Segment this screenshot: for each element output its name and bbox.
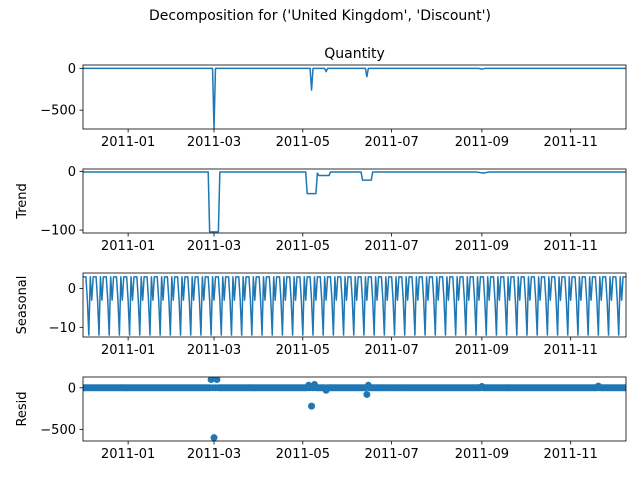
axes-frame <box>82 272 627 338</box>
y-tick-label: 0 <box>68 381 76 396</box>
panel-3: 2011-01 2011-03 2011-05 2011-07 2011-09 2011-… <box>15 272 627 358</box>
x-tick-label: 2011-03 <box>187 447 241 462</box>
x-tick-label: 2011-07 <box>364 135 418 150</box>
panel-title: Quantity <box>324 46 385 62</box>
x-tick-label: 2011-09 <box>455 239 509 254</box>
resid-point <box>622 384 626 392</box>
y-tick-label: −500 <box>40 423 76 438</box>
resid-outlier-point <box>310 380 318 388</box>
plot-area-4 <box>83 377 626 441</box>
axes-frame <box>82 64 627 130</box>
x-tick-label: 2011-05 <box>276 239 330 254</box>
axes-frame <box>82 376 627 442</box>
series-line <box>83 67 626 129</box>
y-tick-label: 0 <box>68 165 76 180</box>
x-tick-label: 2011-07 <box>364 239 418 254</box>
x-tick-label: 2011-05 <box>276 447 330 462</box>
x-tick-label: 2011-07 <box>364 447 418 462</box>
panel-2: 2011-01 2011-03 2011-05 2011-07 2011-09 2011-… <box>15 165 627 254</box>
resid-outlier-point <box>210 434 218 441</box>
x-tick-label: 2011-05 <box>276 135 330 150</box>
x-tick-label: 2011-03 <box>187 239 241 254</box>
plot-area-3 <box>83 276 626 336</box>
x-tick-label: 2011-03 <box>187 135 241 150</box>
x-tick-label: 2011-11 <box>544 135 598 150</box>
axes-frame <box>82 168 627 234</box>
resid-outlier-point <box>305 381 313 389</box>
y-axis-label: Seasonal <box>15 276 30 335</box>
x-tick-label: 2011-01 <box>101 135 155 150</box>
x-tick-label: 2011-09 <box>455 343 509 358</box>
resid-outlier-point <box>594 382 602 390</box>
resid-outlier-point <box>322 386 330 394</box>
resid-outlier-point <box>478 383 486 391</box>
x-tick-label: 2011-11 <box>544 239 598 254</box>
x-tick-label: 2011-11 <box>544 343 598 358</box>
x-tick-label: 2011-07 <box>364 343 418 358</box>
figure-suptitle: Decomposition for ('United Kingdom', 'Di… <box>149 8 491 24</box>
x-tick-label: 2011-03 <box>187 343 241 358</box>
series-line <box>83 276 626 336</box>
y-tick-label: −100 <box>40 224 76 239</box>
resid-outlier-point <box>213 377 221 383</box>
resid-outlier-point <box>364 381 372 389</box>
resid-outlier-point <box>308 402 316 410</box>
y-axis-label: Trend <box>15 183 30 220</box>
x-tick-label: 2011-01 <box>101 343 155 358</box>
panel-4: 2011-01 2011-03 2011-05 2011-07 2011-09 2011-… <box>15 376 627 462</box>
x-tick-label: 2011-01 <box>101 239 155 254</box>
resid-outlier-point <box>363 390 371 398</box>
x-tick-label: 2011-09 <box>455 135 509 150</box>
resid-outlier-point <box>207 377 215 383</box>
y-tick-label: −10 <box>49 321 76 336</box>
y-tick-label: 0 <box>68 282 76 297</box>
series-line <box>83 171 626 233</box>
panel-1: 2011-01 2011-03 2011-05 2011-07 2011-09 2011-… <box>40 46 627 150</box>
y-axis-label: Resid <box>15 391 30 426</box>
plot-area-2 <box>83 171 626 233</box>
plot-area-1 <box>83 67 626 129</box>
x-tick-label: 2011-11 <box>544 447 598 462</box>
x-tick-label: 2011-05 <box>276 343 330 358</box>
y-tick-label: −500 <box>40 104 76 119</box>
x-tick-label: 2011-01 <box>101 447 155 462</box>
y-tick-label: 0 <box>68 62 76 77</box>
x-tick-label: 2011-09 <box>455 447 509 462</box>
